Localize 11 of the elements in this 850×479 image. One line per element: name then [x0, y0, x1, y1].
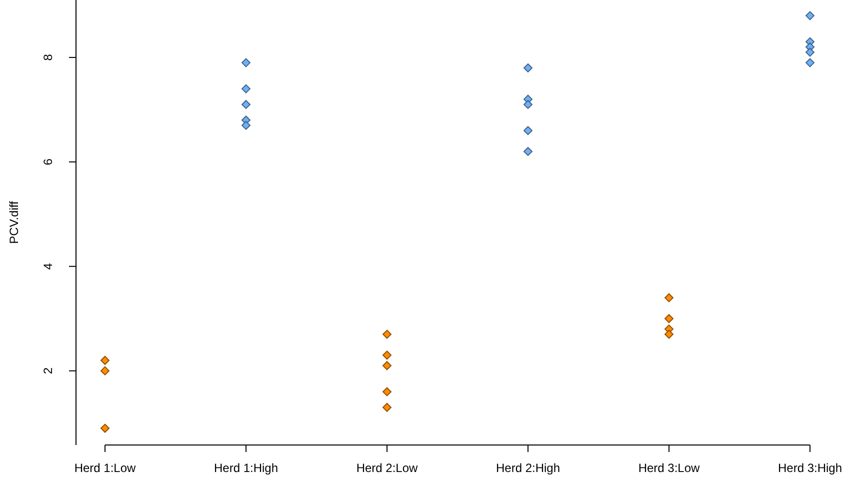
x-tick-label: Herd 1:High [214, 461, 278, 475]
x-tick-label: Herd 2:High [496, 461, 560, 475]
y-axis-title: PCV.diff [7, 200, 21, 244]
y-tick-label: 2 [41, 367, 55, 374]
y-tick-label: 4 [41, 262, 55, 270]
y-tick-label: 6 [41, 158, 55, 166]
x-tick-label: Herd 3:High [778, 461, 842, 475]
x-tick-label: Herd 3:Low [638, 461, 700, 475]
y-tick-label: 8 [41, 54, 55, 61]
x-tick-label: Herd 2:Low [356, 461, 418, 475]
x-tick-label: Herd 1:Low [74, 461, 136, 475]
